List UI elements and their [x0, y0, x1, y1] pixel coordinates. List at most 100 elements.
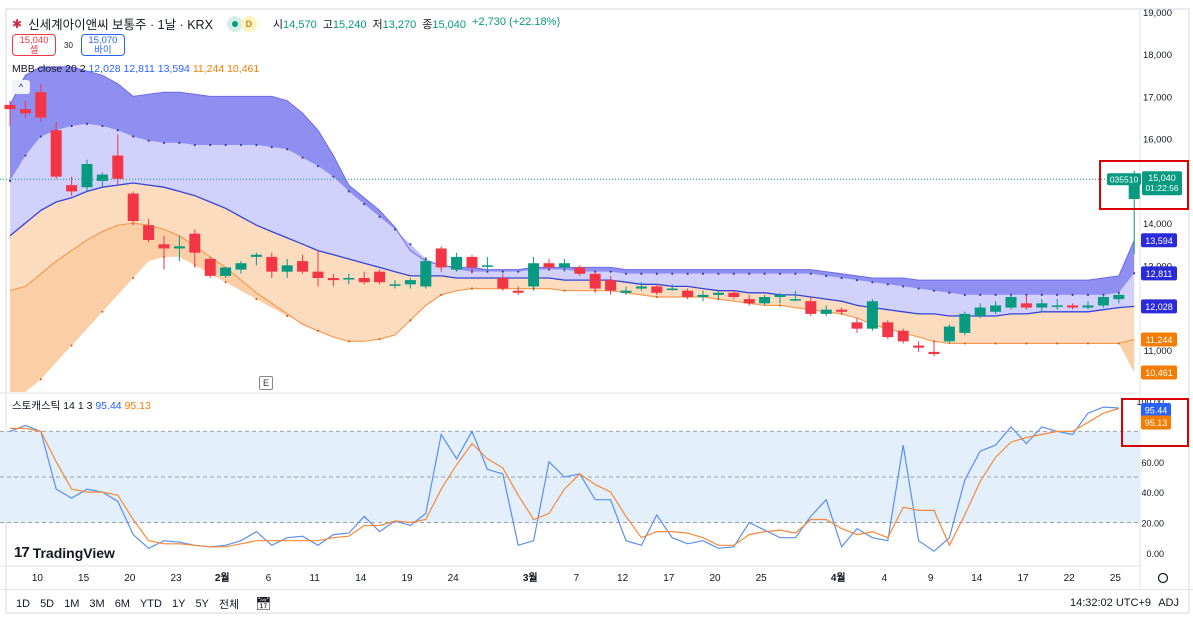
- symbol-title[interactable]: 신세계아이앤씨 보통주 · 1날 · KRX: [28, 18, 213, 32]
- time-tick-label: 2월: [215, 572, 230, 584]
- candle: [543, 259, 555, 270]
- band-dot: [717, 272, 720, 275]
- candle-body: [420, 261, 432, 287]
- candle-body: [220, 267, 232, 276]
- company-logo-icon: ✱: [12, 16, 23, 31]
- candle-body: [343, 278, 355, 280]
- collapse-legend-button[interactable]: ^: [12, 80, 30, 94]
- candle-body: [96, 174, 108, 181]
- candle-body: [358, 278, 370, 283]
- range-1m[interactable]: 1M: [64, 597, 80, 610]
- band-dot: [778, 272, 782, 275]
- candle: [158, 235, 170, 270]
- sell-price: 15,040: [19, 35, 49, 46]
- range-ytd[interactable]: YTD: [139, 597, 162, 610]
- adjust-button[interactable]: ADJ: [1158, 597, 1179, 609]
- candle: [497, 273, 509, 291]
- price-tick-label: 14,000: [1143, 219, 1172, 230]
- band-dot: [917, 287, 920, 290]
- range-5y[interactable]: 5Y: [195, 597, 209, 610]
- bollinger-value-mid: 12,028: [88, 63, 121, 75]
- bollinger-value-lower-inner: 11,244: [192, 63, 225, 75]
- band-dot: [101, 124, 104, 128]
- buy-button[interactable]: 15,070 바이: [80, 34, 125, 56]
- sell-button[interactable]: 15,040 셀: [12, 34, 56, 56]
- range-all[interactable]: 전체: [218, 598, 240, 611]
- candle: [358, 271, 370, 285]
- candle: [759, 294, 771, 306]
- stochastic-d-tag-text: 95.13: [1145, 418, 1168, 428]
- band-dot: [39, 135, 42, 138]
- candle-body: [774, 294, 786, 297]
- range-6m[interactable]: 6M: [114, 597, 130, 610]
- band-lower-outer-tag-text: 10,461: [1145, 368, 1173, 378]
- candle: [327, 273, 339, 287]
- candle-body: [1067, 305, 1079, 308]
- stochastic-tick-label: 0.00: [1146, 549, 1164, 559]
- candle: [558, 259, 570, 272]
- market-status[interactable]: D: [226, 15, 257, 32]
- candle: [990, 301, 1002, 314]
- candle: [897, 328, 909, 344]
- band-dot: [655, 272, 658, 275]
- earnings-event-marker[interactable]: E: [259, 376, 273, 390]
- tradingview-mark-icon: 17: [14, 544, 30, 561]
- band-dot: [347, 340, 350, 343]
- candle: [1097, 294, 1109, 308]
- band-dot: [871, 281, 874, 284]
- range-1y[interactable]: 1Y: [171, 597, 186, 610]
- time-tick-label: 12: [617, 573, 629, 584]
- candle-body: [558, 263, 570, 268]
- band-dot: [686, 272, 689, 275]
- band-lower-outer-tag: 10,461: [1141, 365, 1177, 380]
- band-dot: [363, 203, 366, 206]
- candle-body: [789, 299, 801, 301]
- band-dot: [855, 279, 859, 282]
- stochastic-tick-label: 20.00: [1141, 519, 1164, 529]
- stochastic-d-line: [10, 407, 1119, 548]
- bollinger-legend[interactable]: MBB close 20 2 12,028 12,811 13,594 11,2…: [12, 63, 259, 75]
- band-mid-line: [9, 182, 1135, 317]
- candle-body: [35, 92, 47, 118]
- tradingview-name: TradingView: [32, 544, 115, 561]
- stochastic-legend[interactable]: 스토캐스틱 14 1 3 95.44 95.13: [12, 398, 151, 413]
- candle-body: [943, 326, 955, 342]
- candle: [728, 290, 740, 300]
- tradingview-logo[interactable]: 17 TradingView: [14, 544, 115, 561]
- clock[interactable]: 14:32:02 UTC+9: [1069, 597, 1151, 609]
- candle-body: [882, 322, 894, 338]
- calendar-icon[interactable]: 📅︎: [255, 595, 272, 611]
- candle-body: [589, 273, 601, 289]
- band-dot: [655, 296, 658, 298]
- candle: [1067, 303, 1079, 310]
- candle: [281, 259, 293, 278]
- range-5d[interactable]: 5D: [40, 597, 55, 610]
- range-3m[interactable]: 3M: [89, 597, 105, 610]
- band-dot: [825, 274, 828, 277]
- band-dot: [347, 190, 350, 193]
- candle-body: [928, 351, 940, 354]
- band-dot: [1133, 272, 1136, 275]
- candle: [189, 229, 201, 268]
- band-upper-outer-line: [9, 66, 1135, 281]
- time-tick-label: 20: [124, 573, 136, 584]
- candle: [682, 288, 694, 300]
- band-dot: [932, 289, 936, 292]
- range-1d[interactable]: 1D: [16, 597, 31, 610]
- candle-body: [543, 263, 555, 268]
- band-lower-outer-fill: [10, 223, 1135, 392]
- band-dot: [8, 179, 12, 182]
- candle: [266, 252, 278, 278]
- band-dot: [701, 272, 705, 275]
- time-tick-label: 7: [574, 573, 580, 584]
- current-price-text: 15,040: [1148, 173, 1176, 183]
- candle-body: [112, 155, 124, 179]
- candle: [589, 271, 601, 293]
- candle: [820, 305, 832, 316]
- candle-body: [127, 193, 139, 221]
- candle-body: [743, 299, 755, 304]
- candle: [882, 320, 894, 340]
- band-dot: [994, 342, 997, 345]
